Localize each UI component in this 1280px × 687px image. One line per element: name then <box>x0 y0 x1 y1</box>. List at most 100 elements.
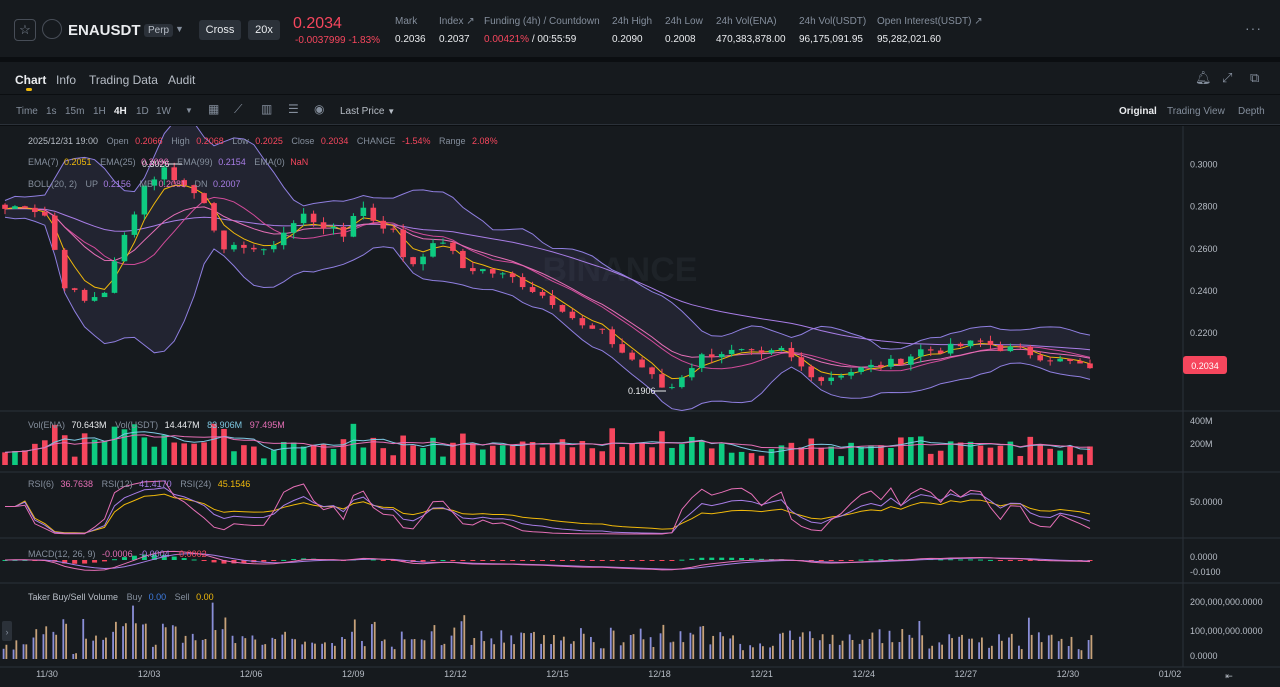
candle-body <box>251 247 257 250</box>
timeframe-1w[interactable]: 1W <box>156 106 171 117</box>
taker-sell-bar <box>194 640 197 659</box>
chart-type-icon[interactable]: ▥ <box>261 102 273 116</box>
taker-buy-bar <box>361 640 363 659</box>
candle-body <box>12 206 18 209</box>
candle-body <box>420 256 426 265</box>
taker-buy-bar <box>530 633 533 659</box>
macd-histogram-bar <box>619 560 625 561</box>
tab-chart[interactable]: Chart <box>15 73 47 87</box>
volume-bar <box>1017 455 1024 465</box>
taker-sell-bar <box>582 633 585 659</box>
candle-body <box>241 244 247 248</box>
taker-buy-bar <box>818 640 821 659</box>
timeframe-1h[interactable]: 1H <box>93 106 106 117</box>
taker-buy-bar <box>619 645 622 659</box>
macd-histogram-bar <box>868 559 874 561</box>
stat-24h-vol-ena: 24h Vol(ENA) 470,383,878.00 <box>716 16 786 45</box>
timeframe-1d[interactable]: 1D <box>136 106 149 117</box>
stat-open-interest[interactable]: Open Interest(USDT) ↗ 95,282,021.60 <box>877 16 983 45</box>
price-change: -0.0037999 -1.83% <box>295 35 381 46</box>
tab-audit[interactable]: Audit <box>168 73 196 87</box>
reset-scale-icon[interactable]: ⇤ <box>1225 671 1233 681</box>
taker-sell-bar <box>144 623 147 659</box>
candle-body <box>430 243 436 257</box>
taker-buy-bar <box>341 637 343 659</box>
timeframe-more-icon[interactable]: ▼ <box>185 106 193 115</box>
taker-sell-bar <box>752 647 754 659</box>
taker-sell-bar <box>114 621 117 659</box>
candle-body <box>947 343 954 354</box>
taker-buy-bar <box>699 626 702 659</box>
taker-buy-bar <box>201 639 204 659</box>
view-trading-view[interactable]: Trading View <box>1167 106 1225 117</box>
fullscreen-icon[interactable]: ⤢ <box>1222 70 1233 85</box>
calendar-icon[interactable]: ▦ <box>208 102 220 116</box>
candle-body <box>609 329 616 345</box>
volume-bar <box>201 442 207 465</box>
timeframe-4h[interactable]: 4H <box>114 106 127 117</box>
taker-sell-bar <box>1080 650 1083 659</box>
volume-bar <box>430 437 436 465</box>
chevron-down-icon[interactable]: ▼ <box>175 24 184 34</box>
margin-mode-button[interactable]: Cross <box>199 20 241 40</box>
taker-sell-bar <box>463 615 466 659</box>
tab-info[interactable]: Info <box>56 73 77 87</box>
view-depth[interactable]: Depth <box>1238 106 1265 117</box>
price-chart[interactable]: BINANCE 0.3000 0.2800 0.2600 0.2400 0.2200 40… <box>0 126 1280 687</box>
taker-sell-bar <box>722 636 724 659</box>
macd-histogram-bar <box>1027 560 1033 561</box>
volume-bar <box>470 443 476 465</box>
pane-separators <box>0 126 1280 668</box>
candle-body <box>201 193 207 204</box>
timeframe-time[interactable]: Time <box>16 106 38 117</box>
timeframe-1s[interactable]: 1s <box>46 106 57 117</box>
candle-body <box>300 213 307 224</box>
symbol-name[interactable]: ENAUSDT <box>68 22 141 39</box>
view-original[interactable]: Original <box>1119 106 1157 117</box>
macd-histogram-bar <box>241 560 247 563</box>
popout-icon[interactable]: ⧉ <box>1250 70 1260 85</box>
time-axis-label: 12/06 <box>240 669 263 679</box>
taker-buy-bar <box>808 631 811 659</box>
price-type-select[interactable]: Last Price ▼ <box>340 106 396 117</box>
taker-buy-bar <box>599 648 602 659</box>
volume-bar <box>261 458 267 465</box>
stat-24h-high: 24h High 0.2090 <box>612 16 653 45</box>
candle-body <box>927 349 934 351</box>
candle-body <box>669 387 675 389</box>
ema99-line <box>4 208 1091 351</box>
volume-bar <box>460 433 466 465</box>
candle-body <box>141 185 148 215</box>
taker-sell-bar <box>652 647 655 659</box>
macd-histogram-bar <box>888 559 894 561</box>
indicator-icon[interactable]: ⟋ <box>234 102 243 116</box>
collapse-panel-button[interactable] <box>2 621 12 641</box>
taker-sell-bar <box>682 642 685 659</box>
alert-bell-icon[interactable]: 🔔︎ <box>1195 70 1212 85</box>
tab-trading-data[interactable]: Trading Data <box>89 73 158 87</box>
taker-sell-bar <box>503 642 506 659</box>
volume-bar <box>848 442 854 465</box>
taker-buy-bar <box>828 644 831 659</box>
leverage-button[interactable]: 20x <box>248 20 280 40</box>
taker-sell-bar <box>543 635 545 659</box>
settings-icon[interactable]: ☰ <box>288 102 299 116</box>
taker-buy-bar <box>1047 635 1050 659</box>
more-options-icon[interactable]: ··· <box>1245 20 1262 36</box>
last-price-tag <box>1183 356 1227 374</box>
screenshot-icon[interactable]: ◉ <box>314 102 325 116</box>
volume-bar <box>569 447 576 465</box>
stat-index[interactable]: Index ↗ 0.2037 <box>439 16 475 45</box>
macd-histogram-bar <box>599 560 605 561</box>
macd-histogram-bar <box>301 558 307 560</box>
taker-sell-bar <box>65 623 68 659</box>
taker-axis-label: 200,000,000.0000 <box>1190 597 1263 607</box>
taker-buy-bar <box>62 619 65 659</box>
volume-bar <box>360 447 367 465</box>
macd-histogram-bar <box>958 559 964 561</box>
volume-bar <box>330 448 337 465</box>
favorite-star-icon[interactable]: ☆ <box>14 19 36 41</box>
taker-buy-bar <box>1018 645 1020 659</box>
timeframe-15m[interactable]: 15m <box>65 106 85 117</box>
taker-sell-bar <box>174 626 177 659</box>
